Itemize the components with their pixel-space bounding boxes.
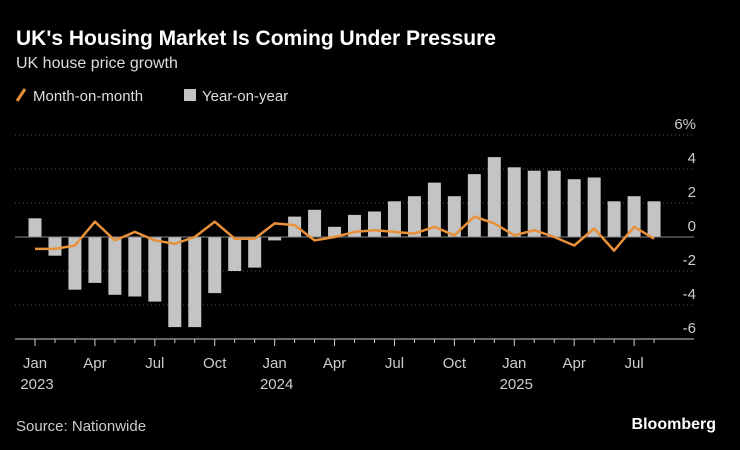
y-tick-label: -6 <box>683 320 696 337</box>
x-tick-label: Jul <box>385 355 404 372</box>
y-tick-label: 6% <box>674 116 696 133</box>
legend-swatch-line <box>15 88 27 102</box>
x-tick-label: Jul <box>145 355 164 372</box>
bar <box>248 237 262 268</box>
x-tick-label: Apr <box>563 355 586 372</box>
source: Source: Nationwide <box>16 418 146 435</box>
bar <box>527 170 541 237</box>
bar <box>467 174 481 237</box>
y-tick-label: 0 <box>688 218 696 235</box>
bar <box>288 216 302 237</box>
chart-title: UK's Housing Market Is Coming Under Pres… <box>16 27 496 50</box>
x-tick-label-line: Oct <box>203 355 227 372</box>
bar <box>407 196 421 237</box>
bar <box>487 157 501 237</box>
bar <box>647 201 661 237</box>
bar <box>587 177 601 237</box>
line <box>35 215 655 252</box>
y-tick-label: 2 <box>688 184 696 201</box>
bar <box>268 237 282 241</box>
bar <box>68 237 82 290</box>
bar <box>308 209 322 237</box>
x-tick-label-line: 2025 <box>500 376 533 393</box>
bar <box>547 170 561 237</box>
y-tick-label: -4 <box>683 286 696 303</box>
bar <box>387 201 401 237</box>
x-tick-label-line: 2023 <box>20 376 53 393</box>
bar <box>48 237 62 256</box>
bar <box>427 182 441 237</box>
x-tick-label: Jan 2023 <box>20 355 53 393</box>
x-tick-label: Jan 2025 <box>500 355 533 393</box>
bar <box>507 167 521 237</box>
bar <box>228 237 242 271</box>
bar <box>108 237 122 295</box>
x-tick-label-line: Jul <box>625 355 644 372</box>
chart-subtitle: UK house price growth <box>16 55 178 72</box>
legend-swatch-bar <box>184 89 196 101</box>
brand: Bloomberg <box>632 416 716 433</box>
bar <box>627 196 641 237</box>
x-tick-label-line: Jan <box>502 355 526 372</box>
x-tick-label-line: 2024 <box>260 376 293 393</box>
bar <box>28 218 42 237</box>
y-tick-label: -2 <box>683 252 696 269</box>
x-tick-label-line: Jan <box>23 355 47 372</box>
bar <box>168 237 182 328</box>
x-tick-label-line: Apr <box>323 355 346 372</box>
x-tick-label: Oct <box>443 355 467 372</box>
x-tick-label-line: Apr <box>563 355 586 372</box>
bar <box>567 179 581 237</box>
bar <box>188 237 202 328</box>
bar <box>367 211 381 237</box>
x-tick-label-line: Oct <box>443 355 467 372</box>
x-tick-label-line: Jan <box>263 355 287 372</box>
bar <box>148 237 162 302</box>
legend-label: Year-on-year <box>202 88 288 105</box>
legend-label: Month-on-month <box>33 88 143 105</box>
x-tick-label: Oct <box>203 355 227 372</box>
x-tick-label: Apr <box>83 355 106 372</box>
y-tick-label: 4 <box>688 150 696 167</box>
x-tick-label-line: Apr <box>83 355 106 372</box>
x-tick-label: Jul <box>625 355 644 372</box>
x-tick-label-line: Jul <box>385 355 404 372</box>
x-tick-label: Jan 2024 <box>260 355 293 393</box>
bar <box>447 196 461 237</box>
x-tick-label-line: Jul <box>145 355 164 372</box>
bar <box>128 237 142 297</box>
bar <box>88 237 102 283</box>
bar <box>607 201 621 237</box>
bar <box>328 226 342 237</box>
x-tick-label: Apr <box>323 355 346 372</box>
bar <box>208 237 222 294</box>
